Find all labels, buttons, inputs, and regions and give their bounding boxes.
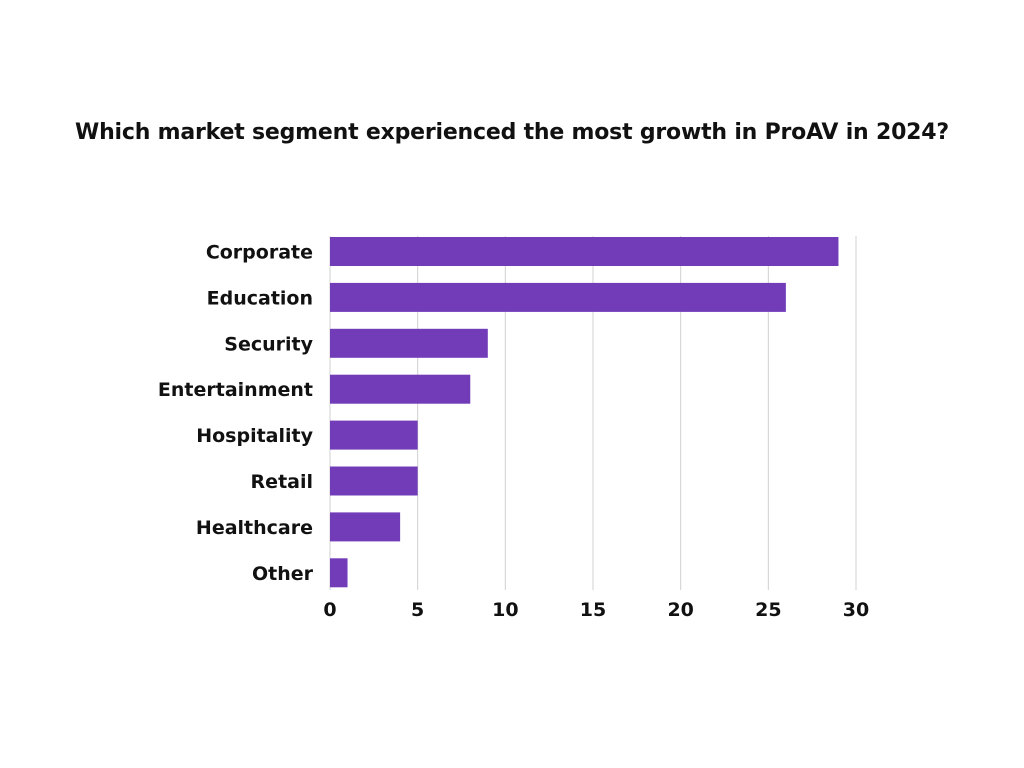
bar-security xyxy=(330,328,488,358)
chart-title: Which market segment experienced the mos… xyxy=(75,120,949,145)
category-label: Entertainment xyxy=(158,379,313,401)
category-label: Healthcare xyxy=(196,517,313,539)
x-tick-label: 0 xyxy=(323,599,336,621)
category-label: Education xyxy=(207,287,313,309)
category-label: Security xyxy=(224,333,313,355)
x-tick-label: 5 xyxy=(411,599,424,621)
category-label: Corporate xyxy=(206,242,313,264)
category-label: Retail xyxy=(251,471,313,493)
bar-other xyxy=(330,558,348,588)
bars xyxy=(330,237,839,588)
category-label: Other xyxy=(252,563,314,585)
category-label: Hospitality xyxy=(196,425,313,447)
bar-education xyxy=(330,282,786,312)
bar-corporate xyxy=(330,237,839,266)
bar-hospitality xyxy=(330,420,418,450)
x-tick-label: 15 xyxy=(580,599,606,621)
x-tick-label: 30 xyxy=(843,599,869,621)
x-tick-label: 10 xyxy=(492,599,518,621)
x-tick-label: 25 xyxy=(755,599,781,621)
x-axis-tick-labels: 0 5 10 15 20 25 30 xyxy=(323,599,869,621)
bar-healthcare xyxy=(330,512,401,542)
bar-entertainment xyxy=(330,374,471,404)
x-tick-label: 20 xyxy=(667,599,693,621)
category-labels: Corporate Education Security Entertainment H… xyxy=(158,242,314,585)
bar-retail xyxy=(330,466,418,496)
